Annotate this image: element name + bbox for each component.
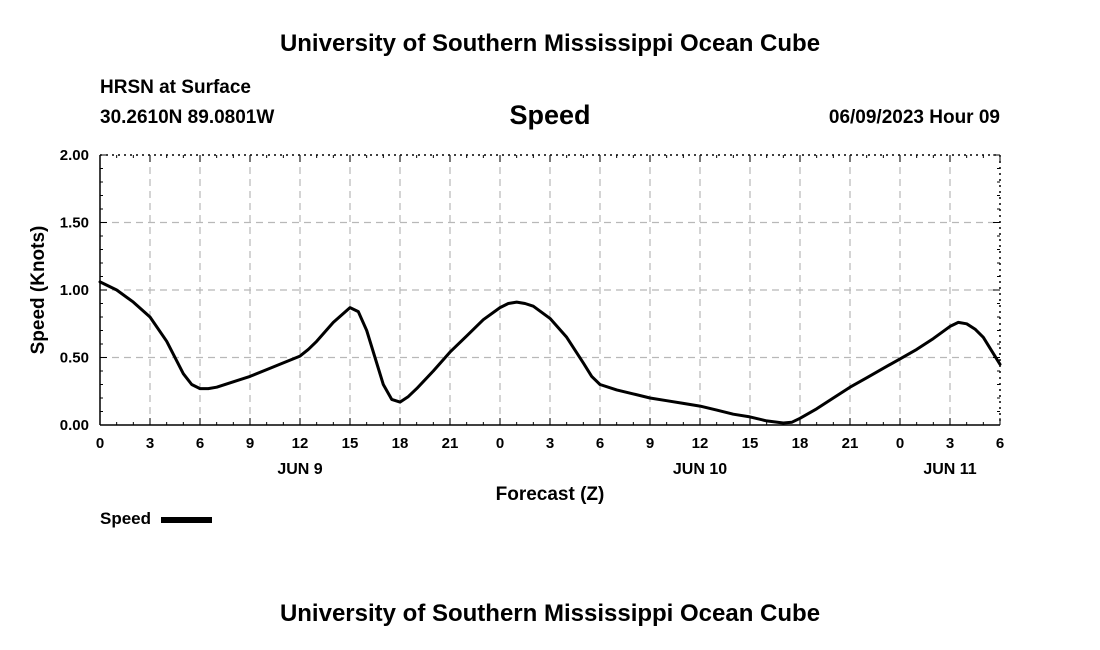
x-tick-label: 9 (246, 435, 254, 452)
legend-swatch (161, 517, 212, 523)
x-tick-label: 6 (996, 435, 1004, 452)
y-tick-label: 1.50 (60, 215, 89, 232)
x-tick-label: 6 (196, 435, 204, 452)
date-label: JUN 9 (277, 461, 322, 478)
chart-title-bottom: University of Southern Mississippi Ocean… (279, 600, 821, 627)
y-tick-label: 1.00 (60, 282, 89, 299)
x-tick-label: 3 (146, 435, 154, 452)
x-tick-label: 0 (896, 435, 904, 452)
coordinates-label: 30.2610N 89.0801W (100, 107, 275, 128)
x-tick-label: 15 (742, 435, 759, 452)
y-tick-label: 0.00 (60, 417, 89, 434)
x-tick-label: 6 (596, 435, 604, 452)
legend-label: Speed (100, 509, 152, 528)
x-tick-label: 9 (646, 435, 654, 452)
x-tick-label: 18 (392, 435, 409, 452)
x-tick-label: 12 (692, 435, 709, 452)
datetime-label: 06/09/2023 Hour 09 (828, 107, 1000, 128)
x-axis-title: Forecast (Z) (496, 484, 605, 505)
station-label: HRSN at Surface (100, 77, 251, 98)
plot-title: Speed (509, 100, 591, 130)
x-tick-label: 15 (342, 435, 359, 452)
x-tick-label: 3 (546, 435, 554, 452)
y-tick-label: 2.00 (60, 147, 89, 164)
x-tick-label: 3 (946, 435, 954, 452)
y-tick-label: 0.50 (60, 350, 89, 367)
chart-title-top: University of Southern Mississippi Ocean… (279, 30, 821, 57)
x-tick-label: 0 (496, 435, 504, 452)
date-label: JUN 10 (673, 461, 727, 478)
y-axis-title: Speed (Knots) (28, 226, 49, 355)
x-tick-label: 12 (292, 435, 309, 452)
x-tick-label: 21 (442, 435, 459, 452)
x-tick-label: 18 (792, 435, 809, 452)
date-label: JUN 11 (923, 461, 976, 478)
x-tick-label: 21 (842, 435, 859, 452)
x-tick-label: 0 (96, 435, 104, 452)
speed-series-line (98, 280, 1002, 425)
